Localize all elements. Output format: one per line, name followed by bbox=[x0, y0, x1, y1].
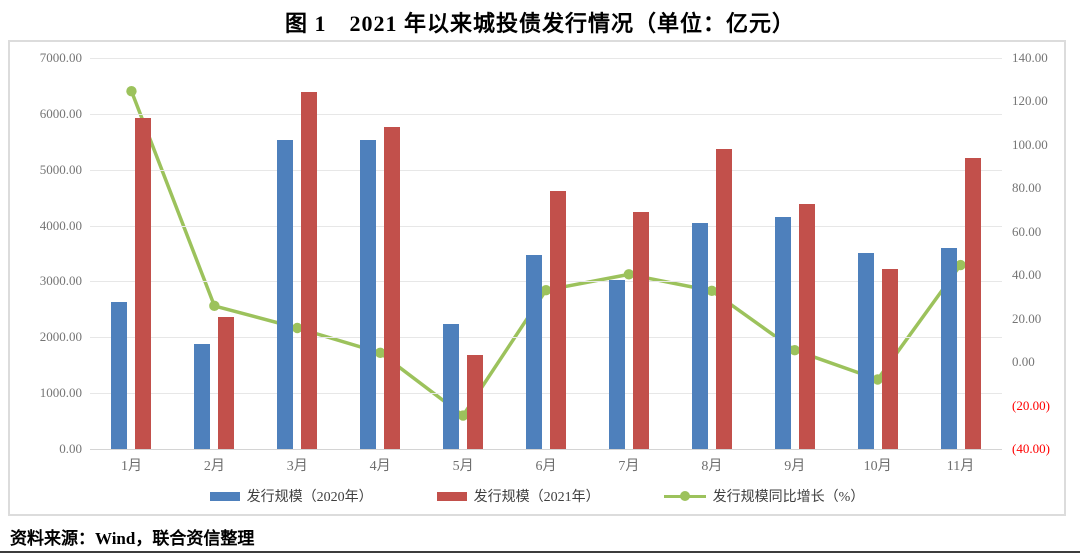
right-axis-label: 140.00 bbox=[1012, 50, 1048, 65]
left-axis-label: 5000.00 bbox=[39, 161, 82, 177]
right-axis-label: (40.00) bbox=[1012, 441, 1050, 456]
bar-2020-9月 bbox=[774, 216, 791, 449]
left-axis-label: 7000.00 bbox=[39, 50, 82, 65]
bottom-divider bbox=[0, 551, 1080, 553]
x-axis-label: 6月 bbox=[535, 459, 557, 474]
x-axis-label: 3月 bbox=[286, 459, 308, 474]
bar-2021-8月 bbox=[715, 148, 732, 449]
x-axis-label: 11月 bbox=[946, 459, 975, 474]
x-axis-label: 10月 bbox=[863, 459, 892, 474]
legend-label-growth: 发行规模同比增长（%） bbox=[712, 490, 865, 505]
growth-point-2月 bbox=[209, 300, 220, 312]
right-axis-label: 0.00 bbox=[1012, 354, 1035, 370]
left-axis-label: 4000.00 bbox=[39, 217, 82, 233]
bar-2020-3月 bbox=[277, 140, 294, 449]
x-axis-label: 1月 bbox=[120, 459, 142, 474]
bar-2021-4月 bbox=[384, 126, 401, 449]
growth-line-chart bbox=[126, 86, 966, 421]
bar-2020-6月 bbox=[526, 255, 542, 449]
right-axis-label: (20.00) bbox=[1012, 397, 1050, 413]
legend-item-2020: 发行规模（2020年） bbox=[209, 486, 373, 506]
gridline bbox=[90, 393, 1002, 395]
bar-2021-6月 bbox=[550, 190, 566, 449]
bar-2020-5月 bbox=[443, 323, 460, 449]
gridline bbox=[90, 225, 1002, 227]
chart-title: 图 1 2021 年以来城投债发行情况（单位：亿元） bbox=[284, 11, 795, 36]
right-axis-label: 60.00 bbox=[1012, 223, 1042, 239]
gridline bbox=[90, 58, 1002, 59]
growth-point-1月 bbox=[126, 86, 137, 97]
x-axis-label: 4月 bbox=[369, 459, 391, 474]
left-axis-label: 1000.00 bbox=[39, 385, 82, 401]
bar-2020-2月 bbox=[194, 344, 211, 449]
x-axis-label: 2月 bbox=[203, 459, 225, 474]
legend-item-2021: 发行规模（2021年） bbox=[436, 486, 600, 506]
gridline bbox=[90, 113, 1002, 115]
legend-swatch-growth-line bbox=[663, 490, 706, 502]
growth-point-3月 bbox=[292, 322, 303, 334]
legend-swatch-2020-bar bbox=[209, 491, 240, 501]
right-axis-label: 40.00 bbox=[1012, 267, 1042, 283]
right-axis-label: 80.00 bbox=[1012, 180, 1042, 196]
bar-2020-7月 bbox=[608, 280, 625, 449]
bar-2020-11月 bbox=[940, 247, 957, 449]
bar-2020-10月 bbox=[857, 252, 874, 449]
left-axis-label: 3000.00 bbox=[39, 273, 82, 289]
bar-2021-11月 bbox=[964, 157, 981, 449]
bar-2021-10月 bbox=[881, 268, 898, 449]
bar-2020-8月 bbox=[691, 222, 708, 449]
left-axis-label: 6000.00 bbox=[39, 105, 82, 121]
growth-point-8月 bbox=[706, 285, 718, 297]
gridline bbox=[90, 337, 1002, 339]
bar-2021-7月 bbox=[632, 212, 649, 449]
legend-label-2020: 发行规模（2020年） bbox=[246, 490, 373, 505]
growth-point-7月 bbox=[623, 269, 635, 280]
chart-frame: 发行规模（2020年） 发行规模（2021年） 发行规模同比增长（%） 7000… bbox=[8, 40, 1066, 516]
legend-label-2021: 发行规模（2021年） bbox=[473, 490, 600, 505]
bar-2021-2月 bbox=[218, 316, 235, 449]
growth-point-11月 bbox=[955, 259, 966, 271]
plot-area bbox=[90, 58, 1002, 450]
bar-2020-4月 bbox=[360, 140, 377, 449]
left-axis-label: 2000.00 bbox=[39, 329, 82, 345]
x-axis-label: 8月 bbox=[701, 459, 723, 474]
bar-2020-1月 bbox=[111, 301, 128, 449]
right-axis-label: 100.00 bbox=[1012, 136, 1048, 152]
x-axis-label: 5月 bbox=[452, 459, 474, 474]
growth-point-9月 bbox=[789, 344, 800, 356]
gridline bbox=[90, 449, 1002, 450]
gridline bbox=[90, 281, 1002, 283]
chart-legend: 发行规模（2020年） 发行规模（2021年） 发行规模同比增长（%） bbox=[10, 486, 1064, 506]
bar-2021-5月 bbox=[467, 354, 484, 449]
x-axis-label: 9月 bbox=[784, 459, 806, 474]
growth-line bbox=[129, 90, 962, 418]
growth-point-4月 bbox=[374, 347, 386, 358]
growth-point-6月 bbox=[540, 285, 552, 296]
legend-swatch-2021-bar bbox=[436, 491, 467, 501]
bar-2021-1月 bbox=[135, 117, 152, 449]
bar-2021-9月 bbox=[798, 203, 815, 449]
bar-2021-3月 bbox=[301, 91, 318, 449]
right-axis-label: 20.00 bbox=[1012, 310, 1042, 326]
x-axis-label: 7月 bbox=[618, 459, 640, 474]
source-note: 资料来源：Wind，联合资信整理 bbox=[10, 529, 255, 548]
right-axis-label: 120.00 bbox=[1012, 93, 1048, 109]
growth-point-10月 bbox=[872, 374, 883, 385]
legend-item-growth: 发行规模同比增长（%） bbox=[663, 486, 865, 506]
left-axis-label: 0.00 bbox=[59, 441, 82, 456]
growth-point-5月 bbox=[457, 410, 469, 421]
gridline bbox=[90, 169, 1002, 171]
